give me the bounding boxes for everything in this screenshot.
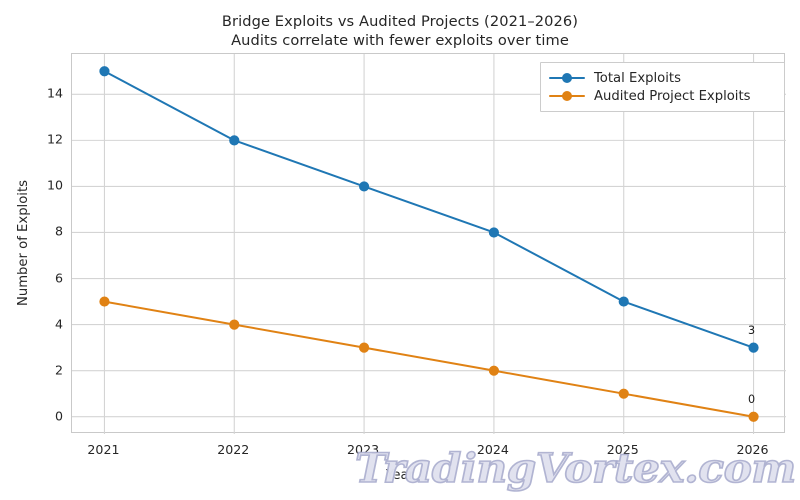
y-axis-tick-labels: 0 2 4 6 8 10 12 14 xyxy=(8,0,63,500)
x-tick-label: 2024 xyxy=(476,442,509,457)
x-tick-label: 2021 xyxy=(87,442,120,457)
legend-marker-icon xyxy=(549,88,585,104)
legend-marker-icon xyxy=(549,70,585,86)
x-axis-label: Year xyxy=(386,468,414,483)
y-tick-label: 2 xyxy=(54,362,63,378)
point-value-annotation: 3 xyxy=(747,323,756,337)
x-tick-label: 2022 xyxy=(217,442,250,457)
y-axis-label: Number of Exploits xyxy=(16,180,31,307)
chart-legend[interactable]: Total Exploits Audited Project Exploits xyxy=(540,62,785,112)
chart-title: Bridge Exploits vs Audited Projects (202… xyxy=(221,13,579,30)
chart-subtitle: Audits correlate with fewer exploits ove… xyxy=(231,32,569,49)
x-tick-label: 2026 xyxy=(736,442,769,457)
x-tick-label: 2025 xyxy=(606,442,639,457)
y-tick-label: 6 xyxy=(54,270,63,286)
x-tick-label: 2023 xyxy=(347,442,380,457)
legend-label: Total Exploits xyxy=(594,70,681,86)
point-value-annotation: 0 xyxy=(747,392,756,406)
x-axis-tick-labels: 2021 2022 2023 2024 2025 2026 xyxy=(0,442,800,462)
chart-title-block: Bridge Exploits vs Audited Projects (202… xyxy=(0,12,800,50)
y-tick-label: 10 xyxy=(46,177,63,193)
legend-item-total-exploits[interactable]: Total Exploits xyxy=(549,69,776,87)
legend-item-audited-project-exploits[interactable]: Audited Project Exploits xyxy=(549,87,776,105)
y-tick-label: 0 xyxy=(54,408,63,424)
plot-area xyxy=(71,53,786,434)
y-tick-label: 4 xyxy=(54,316,63,332)
y-tick-label: 12 xyxy=(46,131,63,147)
data-series-layer xyxy=(99,66,759,422)
y-tick-label: 8 xyxy=(54,223,63,239)
y-tick-label: 14 xyxy=(46,85,63,101)
legend-label: Audited Project Exploits xyxy=(594,88,751,104)
